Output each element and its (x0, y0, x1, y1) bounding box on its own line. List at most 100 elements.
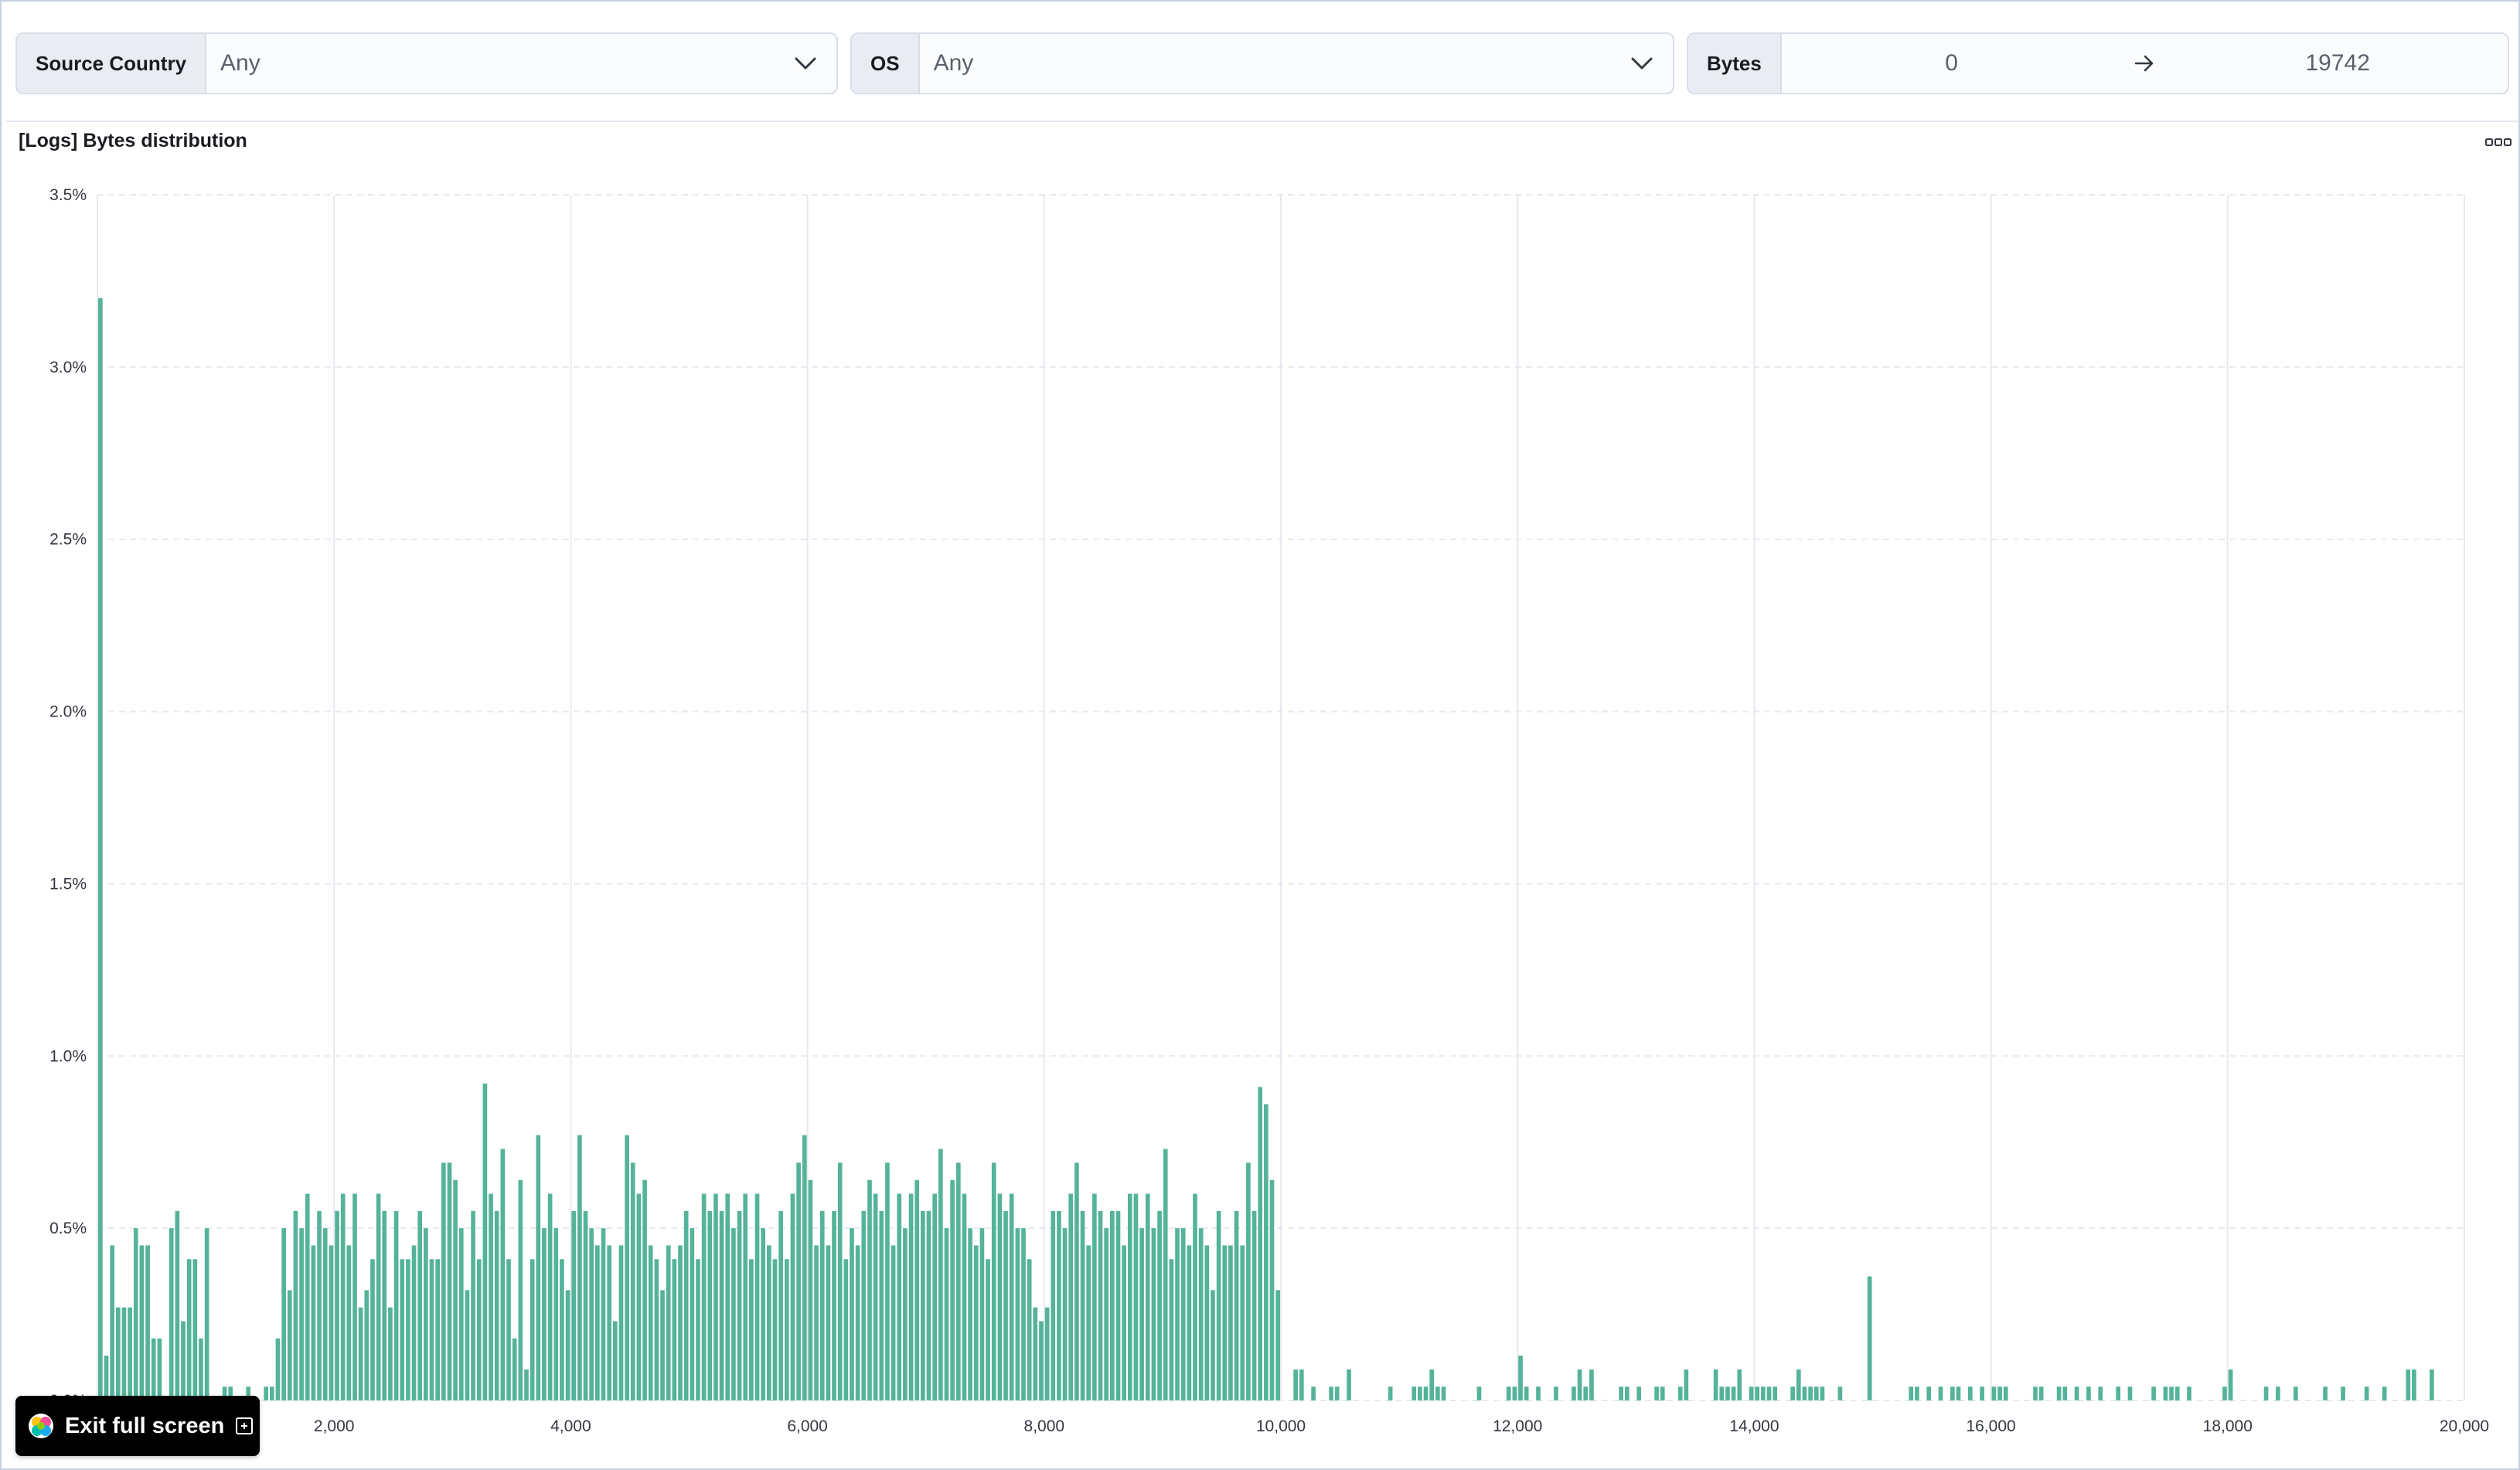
histogram-bar[interactable] (1619, 1387, 1623, 1400)
histogram-bar[interactable] (696, 1259, 700, 1400)
histogram-bar[interactable] (897, 1193, 902, 1400)
histogram-bar[interactable] (1115, 1210, 1121, 1400)
histogram-bar[interactable] (654, 1259, 659, 1400)
histogram-bar[interactable] (1098, 1210, 1103, 1400)
histogram-bar[interactable] (1240, 1245, 1245, 1400)
histogram-bar[interactable] (1163, 1148, 1168, 1400)
histogram-bar[interactable] (133, 1228, 138, 1400)
histogram-bar[interactable] (826, 1245, 831, 1400)
histogram-bar[interactable] (489, 1193, 493, 1400)
histogram-bar[interactable] (808, 1179, 813, 1400)
histogram-bar[interactable] (518, 1179, 523, 1400)
histogram-bar[interactable] (2062, 1387, 2068, 1400)
histogram-bar[interactable] (1180, 1228, 1186, 1400)
histogram-bar[interactable] (494, 1210, 499, 1400)
histogram-bar[interactable] (690, 1228, 695, 1400)
histogram-bar[interactable] (713, 1193, 718, 1400)
source-country-control[interactable]: Source Country Any (15, 32, 838, 94)
histogram-bar[interactable] (1938, 1387, 1943, 1400)
histogram-bar[interactable] (1624, 1387, 1629, 1400)
histogram-bar[interactable] (2169, 1387, 2174, 1400)
histogram-bar[interactable] (625, 1135, 629, 1400)
histogram-bar[interactable] (2323, 1387, 2328, 1400)
histogram-bar[interactable] (565, 1290, 570, 1400)
histogram-bar[interactable] (778, 1210, 783, 1400)
histogram-bar[interactable] (1684, 1369, 1689, 1400)
histogram-bar[interactable] (1269, 1179, 1275, 1400)
histogram-bar[interactable] (1074, 1162, 1079, 1400)
histogram-bar[interactable] (1216, 1210, 1221, 1400)
histogram-bar[interactable] (577, 1135, 582, 1400)
histogram-bar[interactable] (1003, 1210, 1008, 1400)
histogram-bar[interactable] (630, 1162, 635, 1400)
histogram-bar[interactable] (465, 1290, 470, 1400)
histogram-bar[interactable] (2263, 1387, 2269, 1400)
histogram-bar[interactable] (2003, 1387, 2008, 1400)
histogram-bar[interactable] (2056, 1387, 2062, 1400)
histogram-bar[interactable] (1802, 1387, 1807, 1400)
histogram-bar[interactable] (530, 1259, 535, 1400)
histogram-bar[interactable] (1009, 1193, 1014, 1400)
histogram-bar[interactable] (1051, 1210, 1056, 1400)
histogram-bar[interactable] (299, 1228, 304, 1400)
histogram-bar[interactable] (1583, 1387, 1589, 1400)
histogram-bar[interactable] (1660, 1387, 1665, 1400)
histogram-bar[interactable] (2382, 1387, 2387, 1400)
os-control[interactable]: OS Any (850, 32, 1674, 94)
histogram-bar[interactable] (1092, 1193, 1097, 1400)
histogram-bar[interactable] (139, 1245, 145, 1400)
histogram-bar[interactable] (228, 1387, 233, 1400)
histogram-bar[interactable] (2074, 1387, 2079, 1400)
histogram-bar[interactable] (429, 1259, 434, 1400)
chevron-down-icon[interactable] (1611, 34, 1673, 93)
histogram-bar[interactable] (642, 1179, 647, 1400)
histogram-bar[interactable] (388, 1307, 393, 1400)
histogram-bar[interactable] (979, 1228, 985, 1400)
histogram-bar[interactable] (1145, 1193, 1150, 1400)
histogram-bar[interactable] (2294, 1387, 2298, 1400)
histogram-bar[interactable] (506, 1259, 511, 1400)
histogram-bar[interactable] (269, 1387, 274, 1400)
histogram-bar[interactable] (754, 1193, 760, 1400)
histogram-bar[interactable] (914, 1179, 920, 1400)
histogram-bar[interactable] (796, 1162, 801, 1400)
histogram-bar[interactable] (1275, 1290, 1280, 1400)
histogram-bar[interactable] (1057, 1210, 1061, 1400)
histogram-bar[interactable] (601, 1228, 606, 1400)
histogram-bar[interactable] (246, 1387, 251, 1400)
histogram-bar[interactable] (204, 1228, 209, 1400)
histogram-bar[interactable] (1867, 1276, 1872, 1400)
histogram-bar[interactable] (1418, 1387, 1422, 1400)
histogram-bar[interactable] (104, 1356, 109, 1400)
histogram-bar[interactable] (1761, 1387, 1766, 1400)
histogram-bar[interactable] (1512, 1387, 1517, 1400)
histogram-bar[interactable] (701, 1193, 707, 1400)
histogram-bar[interactable] (802, 1135, 807, 1400)
histogram-bar[interactable] (1193, 1193, 1197, 1400)
histogram-bar[interactable] (1388, 1387, 1393, 1400)
histogram-bar[interactable] (950, 1179, 955, 1400)
histogram-bar[interactable] (382, 1210, 387, 1400)
histogram-bar[interactable] (1766, 1387, 1772, 1400)
histogram-bar[interactable] (618, 1245, 624, 1400)
histogram-bar[interactable] (1915, 1387, 1919, 1400)
histogram-bar[interactable] (2038, 1387, 2044, 1400)
histogram-bar[interactable] (790, 1193, 795, 1400)
histogram-bar[interactable] (1820, 1387, 1825, 1400)
histogram-bar[interactable] (1311, 1387, 1316, 1400)
histogram-bar[interactable] (1329, 1387, 1333, 1400)
histogram-bar[interactable] (275, 1338, 281, 1400)
histogram-bar[interactable] (2127, 1387, 2133, 1400)
histogram-bar[interactable] (1246, 1162, 1251, 1400)
histogram-bar[interactable] (1104, 1228, 1109, 1400)
histogram-bar[interactable] (1429, 1369, 1435, 1400)
histogram-bar[interactable] (1713, 1369, 1718, 1400)
histogram-bar[interactable] (1837, 1387, 1843, 1400)
histogram-bar[interactable] (476, 1259, 482, 1400)
histogram-bar[interactable] (1086, 1245, 1091, 1400)
histogram-bar[interactable] (400, 1259, 405, 1400)
histogram-bar[interactable] (186, 1259, 192, 1400)
histogram-bar[interactable] (417, 1210, 423, 1400)
histogram-bar[interactable] (1719, 1387, 1725, 1400)
histogram-bar[interactable] (192, 1259, 198, 1400)
